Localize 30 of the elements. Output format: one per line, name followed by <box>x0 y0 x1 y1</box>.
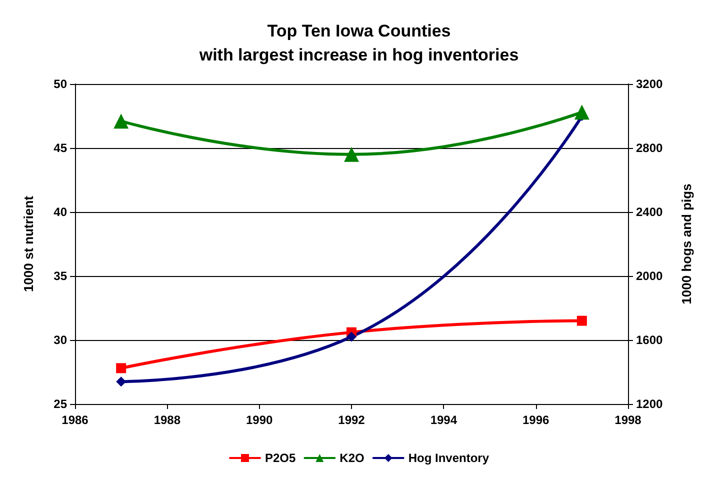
y2-tick-label: 2400 <box>636 205 664 219</box>
y2-tick-label: 2000 <box>636 269 664 283</box>
x-tick-label: 1990 <box>246 413 274 427</box>
y2-tick-label: 2800 <box>636 141 664 155</box>
y-axis-title: 1000 st nutrient <box>21 195 36 292</box>
y-tick-label: 25 <box>54 397 68 411</box>
y-tick-label: 45 <box>54 141 68 155</box>
y-tick-label: 50 <box>54 77 68 91</box>
x-tick-label: 1998 <box>614 413 642 427</box>
y-tick-label: 30 <box>54 333 68 347</box>
y2-tick-label: 1200 <box>636 397 664 411</box>
point <box>574 104 590 120</box>
point <box>576 316 587 326</box>
y-tick-label: 35 <box>54 269 68 283</box>
point <box>114 114 129 129</box>
y2-axis-title: 1000 hogs and pigs <box>679 184 694 304</box>
legend-label: P2O5 <box>264 451 296 465</box>
x-tick-label: 1994 <box>430 413 458 427</box>
x-tick-label: 1996 <box>522 413 550 427</box>
x-tick-label: 1988 <box>154 413 181 427</box>
x-tick-label: 1992 <box>338 413 366 427</box>
legend-label: K2O <box>340 451 364 465</box>
y2-tick-label: 1600 <box>636 333 664 347</box>
x-tick-label: 1986 <box>62 413 89 427</box>
point <box>116 363 126 374</box>
y2-tick-label: 3200 <box>636 77 664 91</box>
y-tick-label: 40 <box>54 205 68 219</box>
chart-title: Top Ten Iowa Counties with largest increase in hog inventories <box>198 22 519 64</box>
legend-label: Hog Inventory <box>408 451 490 465</box>
point <box>344 146 359 162</box>
